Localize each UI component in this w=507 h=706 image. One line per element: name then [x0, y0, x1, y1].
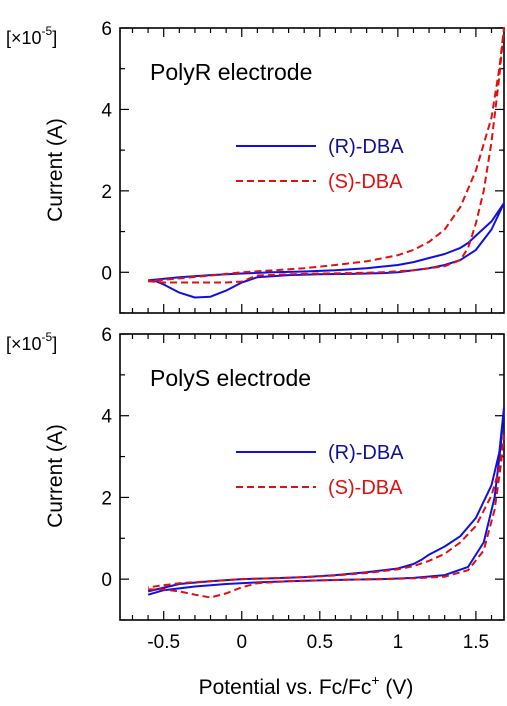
axis-ticks — [120, 27, 504, 314]
y-axis-title: Current (A) — [44, 424, 67, 528]
x-tick-label: 1.5 — [463, 632, 489, 653]
y-multiplier: [×10-5] — [6, 24, 57, 48]
panel-label: PolyS electrode — [150, 365, 311, 391]
series-line-s-dba — [147, 435, 505, 599]
x-tick-label: -0.5 — [147, 632, 180, 653]
y-tick-labels: 0 2 4 6 — [101, 325, 112, 591]
panel-polyr: 0 2 4 6 PolyR electrode [×10-5] Current (A)… — [6, 19, 505, 314]
x-tick-label: 0.5 — [307, 632, 333, 653]
x-tick-label: 0 — [236, 632, 247, 653]
legend-label-s: (S)-DBA — [328, 477, 403, 499]
y-tick-label: 0 — [101, 263, 112, 284]
y-tick-labels: 0 2 4 6 — [101, 19, 112, 284]
legend-label-r: (R)-DBA — [328, 136, 404, 158]
y-multiplier: [×10-5] — [6, 330, 57, 354]
y-tick-label: 4 — [101, 100, 112, 121]
cv-curves — [147, 27, 505, 299]
x-tick-labels: -0.5 0 0.5 1 1.5 — [147, 632, 489, 653]
legend: (R)-DBA (S)-DBA — [236, 442, 404, 499]
legend: (R)-DBA (S)-DBA — [236, 136, 404, 193]
panel-label: PolyR electrode — [150, 59, 312, 85]
y-tick-label: 2 — [101, 488, 112, 509]
panel-polys: 0 2 4 6 -0.5 0 0.5 1 1.5 PolyS electrode [×10-5… — [6, 325, 505, 699]
y-axis-title: Current (A) — [44, 118, 67, 222]
cv-curves — [147, 406, 505, 599]
x-tick-label: 1 — [393, 632, 404, 653]
y-tick-label: 4 — [101, 407, 112, 428]
y-tick-label: 2 — [101, 182, 112, 203]
legend-label-r: (R)-DBA — [328, 442, 404, 464]
series-line-r-dba — [147, 406, 505, 596]
plot-frame — [119, 333, 505, 621]
y-tick-label: 6 — [101, 325, 112, 346]
legend-label-s: (S)-DBA — [328, 171, 403, 193]
plot-frame — [119, 27, 505, 314]
series-line-r-dba — [147, 202, 505, 299]
axis-ticks — [120, 333, 504, 621]
x-axis-title: Potential vs. Fc/Fc+ (V) — [199, 672, 414, 699]
y-tick-label: 6 — [101, 19, 112, 40]
y-tick-label: 0 — [101, 570, 112, 591]
